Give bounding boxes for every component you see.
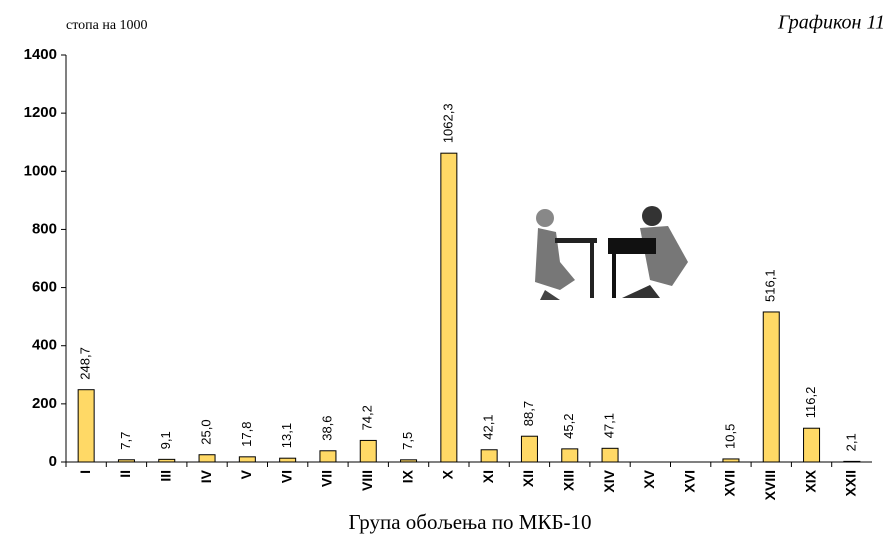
value-label: 9,1 <box>158 431 173 449</box>
value-label: 42,1 <box>481 414 496 439</box>
bar <box>280 458 296 462</box>
x-tick-label: XI <box>480 470 496 483</box>
clip-art <box>535 206 688 300</box>
y-tick-label: 1400 <box>24 46 57 63</box>
y-tick-label: 1200 <box>24 104 57 121</box>
y-tick-label: 200 <box>32 395 57 412</box>
value-label: 38,6 <box>319 415 334 440</box>
x-tick-label: XV <box>641 469 657 488</box>
value-label: 10,5 <box>722 424 737 449</box>
bar <box>159 459 175 462</box>
bar <box>723 459 739 462</box>
value-label: 1062,3 <box>440 103 455 143</box>
x-tick-label: XVII <box>722 470 738 496</box>
y-tick-label: 0 <box>49 453 57 470</box>
y-tick-label: 1000 <box>24 162 57 179</box>
value-label: 7,5 <box>400 432 415 450</box>
bar <box>562 449 578 462</box>
bar <box>401 460 417 462</box>
x-tick-label: X <box>440 469 456 479</box>
x-axis-label: Група обољења по МКБ-10 <box>348 510 591 534</box>
x-tick-label: IV <box>198 469 214 483</box>
x-tick-label: V <box>238 469 254 479</box>
value-label: 74,2 <box>360 405 375 430</box>
value-label: 248,7 <box>78 347 93 380</box>
value-label: 13,1 <box>279 423 294 448</box>
value-label: 17,8 <box>239 422 254 447</box>
x-tick-label: XIV <box>601 469 617 492</box>
value-label: 116,2 <box>803 387 818 419</box>
y-axis-label: стопа на 1000 <box>66 18 148 33</box>
x-tick-label: XIII <box>560 470 576 491</box>
bar <box>481 450 497 462</box>
bar <box>804 428 820 462</box>
chart: стопа на 1000 Графикон 11 Група обољења … <box>0 0 891 542</box>
x-tick-label: VI <box>278 470 294 483</box>
value-label: 7,7 <box>118 432 133 450</box>
bar <box>521 436 537 462</box>
bar <box>199 455 215 462</box>
y-tick-label: 800 <box>32 220 57 237</box>
x-tick-label: III <box>157 470 173 482</box>
x-tick-label: I <box>77 470 93 474</box>
bar <box>78 390 94 462</box>
bar <box>239 457 255 462</box>
value-label: 88,7 <box>521 401 536 426</box>
x-tick-label: IX <box>399 469 415 483</box>
x-tick-label: VIII <box>359 470 375 491</box>
bar <box>118 460 134 462</box>
bar <box>441 153 457 462</box>
value-label: 47,1 <box>601 413 616 438</box>
x-tick-label: XIX <box>802 469 818 492</box>
y-tick-label: 400 <box>32 337 57 354</box>
x-tick-label: XXII <box>843 470 859 496</box>
x-tick-label: XVI <box>681 470 697 493</box>
value-label: 25,0 <box>198 419 213 444</box>
value-label: 516,1 <box>763 269 778 302</box>
x-tick-label: XII <box>520 470 536 487</box>
bar <box>320 451 336 462</box>
value-label: 45,2 <box>561 414 576 439</box>
bar <box>763 312 779 462</box>
chart-title: Графикон 11 <box>777 12 885 34</box>
value-label: 2,1 <box>843 433 858 451</box>
x-tick-label: II <box>117 470 133 478</box>
y-tick-label: 600 <box>32 279 57 296</box>
bar <box>844 461 860 462</box>
bar <box>602 448 618 462</box>
x-tick-label: XVIII <box>762 470 778 500</box>
bar <box>360 440 376 462</box>
x-tick-label: VII <box>319 470 335 487</box>
